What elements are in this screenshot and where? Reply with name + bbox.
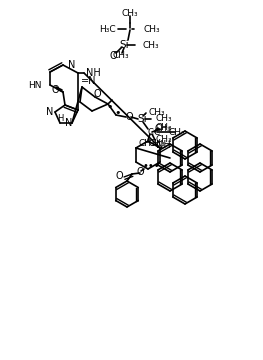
Text: O: O [51,85,59,95]
Text: CH₃: CH₃ [122,9,138,18]
Text: N: N [68,60,75,70]
Text: CH₃: CH₃ [142,41,159,50]
Text: NH: NH [156,140,170,150]
Text: CH₃: CH₃ [113,50,129,59]
Text: CH₃: CH₃ [155,113,172,122]
Text: C: C [147,127,153,136]
Text: O: O [109,51,117,61]
Text: CH₃: CH₃ [148,108,165,117]
Text: Si: Si [119,40,129,50]
Text: •••: ••• [142,161,160,171]
Text: C: C [153,127,159,136]
Text: •: • [115,108,121,118]
Text: H: H [57,113,63,122]
Text: O: O [125,112,133,122]
Text: CH₃: CH₃ [149,139,165,148]
Text: Si: Si [137,114,147,124]
Text: •: • [107,102,113,112]
Text: CH₃: CH₃ [168,127,185,136]
Text: O: O [136,167,144,177]
Text: HN: HN [28,81,42,90]
Text: CH₃: CH₃ [155,123,171,132]
Text: N: N [65,118,73,128]
Text: CH₃: CH₃ [143,24,160,33]
Text: CH₃: CH₃ [139,139,155,148]
Text: NH: NH [86,68,101,78]
Text: CH₃: CH₃ [155,122,172,131]
Text: CH₃: CH₃ [155,135,172,144]
Text: H₃C: H₃C [99,24,116,33]
Text: =N: =N [81,76,97,86]
Text: O: O [115,171,123,181]
Text: N: N [46,107,54,117]
Text: O: O [93,89,101,99]
